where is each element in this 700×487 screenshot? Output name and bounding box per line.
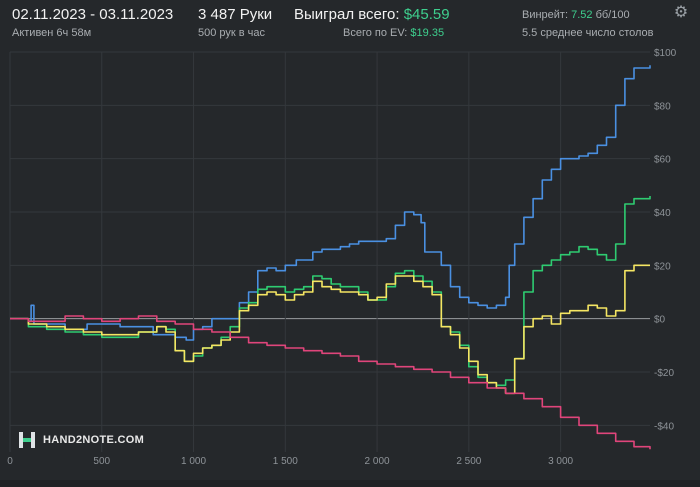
- ev-value: $19.35: [410, 27, 445, 39]
- date-range: 02.11.2023 - 03.11.2023: [12, 6, 174, 23]
- series-line-blue: [10, 65, 651, 341]
- hand2note-logo-icon: [18, 431, 36, 449]
- winrate-label: Винрейт:: [522, 9, 569, 21]
- x-tick-label: 1 500: [273, 456, 298, 467]
- y-tick-label: $40: [654, 208, 671, 219]
- bottom-strip: [0, 480, 700, 487]
- active-time: Активен 6ч 58м: [12, 27, 92, 39]
- graph-chart: $100 $80 $60 $40 $20 $0 -$20 -$40 0 500 1 000 1 500…: [7, 48, 677, 467]
- stats-header: 02.11.2023 - 03.11.2023 Активен 6ч 58м 3…: [0, 0, 700, 46]
- x-tick-label: 500: [93, 456, 110, 467]
- x-tick-label: 3 000: [548, 456, 573, 467]
- series-line-yellow: [10, 264, 650, 395]
- y-tick-label: $20: [654, 261, 671, 272]
- won-label: Выиграл всего:: [294, 6, 400, 23]
- x-tick-label: 2 500: [456, 456, 481, 467]
- series-line-green: [10, 196, 651, 387]
- ev-label: Всего по EV:: [343, 27, 408, 39]
- y-tick-label: -$40: [654, 421, 674, 432]
- y-tick-label: -$20: [654, 368, 674, 379]
- logo-text: HAND2NOTE.COM: [43, 434, 145, 446]
- x-tick-label: 0: [7, 456, 13, 467]
- y-tick-label: $100: [654, 48, 677, 59]
- x-tick-label: 2 000: [365, 456, 390, 467]
- y-tick-label: $80: [654, 101, 671, 112]
- y-tick-label: $60: [654, 155, 671, 166]
- winrate-value: 7.52: [571, 9, 593, 21]
- won-total: Выиграл всего: $45.59: [294, 6, 450, 23]
- winrate: Винрейт: 7.52 бб/100: [522, 9, 630, 21]
- winrate-unit: бб/100: [595, 9, 630, 21]
- won-value: $45.59: [403, 6, 450, 23]
- hands-count: 3 487 Руки: [198, 6, 273, 23]
- gear-icon[interactable]: ⚙: [673, 4, 689, 21]
- logo: HAND2NOTE.COM: [18, 431, 144, 449]
- hands-rate: 500 рук в час: [198, 27, 266, 39]
- x-tick-label: 1 000: [181, 456, 206, 467]
- y-tick-label: $0: [654, 315, 666, 326]
- series-line-red: [10, 315, 651, 450]
- avg-tables: 5.5 среднее число столов: [522, 27, 654, 39]
- ev-total: Всего по EV: $19.35: [343, 27, 444, 39]
